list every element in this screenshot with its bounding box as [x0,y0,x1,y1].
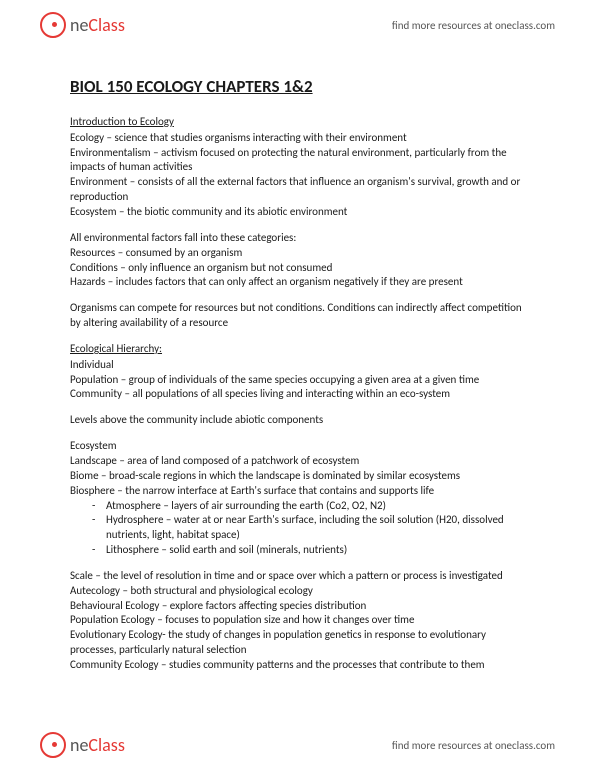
page-header: neClass find more resources at oneclass.… [0,0,595,46]
body-line: Individual [70,358,525,373]
body-line: Ecology – science that studies organisms… [70,131,525,146]
body-line: Behavioural Ecology – explore factors af… [70,599,525,614]
body-line: Community Ecology – studies community pa… [70,658,525,673]
body-line: Organisms can compete for resources but … [70,301,525,331]
document-content: BIOL 150 ECOLOGY CHAPTERS 1&2 Introducti… [0,46,595,704]
body-line: Biosphere – the narrow interface at Eart… [70,484,525,499]
logo-circle-icon [40,12,66,38]
section-factors: All environmental factors fall into thes… [70,231,525,290]
footer-resources-link[interactable]: find more resources at oneclass.com [392,739,555,752]
body-line: Scale – the level of resolution in time … [70,569,525,584]
page-title: BIOL 150 ECOLOGY CHAPTERS 1&2 [70,76,525,99]
body-line: Biome – broad-scale regions in which the… [70,469,525,484]
body-line: Levels above the community include abiot… [70,413,525,428]
body-line: Conditions – only influence an organism … [70,261,525,276]
logo-text: neClass [70,14,125,36]
header-resources-link[interactable]: find more resources at oneclass.com [392,19,555,32]
logo-text: neClass [70,734,125,756]
section-heading: Introduction to Ecology [70,115,525,130]
biosphere-sublist: Atmosphere – layers of air surrounding t… [70,499,525,558]
logo-part1: ne [70,734,88,756]
body-line: Community – all populations of all speci… [70,387,525,402]
section-hierarchy: Ecological Hierarchy: Individual Populat… [70,342,525,402]
body-line: Landscape – area of land composed of a p… [70,454,525,469]
list-item: Lithosphere – solid earth and soil (mine… [92,543,525,558]
brand-logo-footer[interactable]: neClass [40,732,125,758]
list-item: Atmosphere – layers of air surrounding t… [92,499,525,514]
section-ecosystem: Ecosystem Landscape – area of land compo… [70,439,525,558]
section-heading: Ecological Hierarchy: [70,342,525,357]
logo-part2: Class [88,734,124,756]
section-levels: Levels above the community include abiot… [70,413,525,428]
section-scale: Scale – the level of resolution in time … [70,569,525,673]
body-line: Ecosystem – the biotic community and its… [70,205,525,220]
body-line: Autecology – both structural and physiol… [70,584,525,599]
body-line: Resources – consumed by an organism [70,246,525,261]
logo-circle-icon [40,732,66,758]
body-line: Environment – consists of all the extern… [70,175,525,205]
section-intro: Introduction to Ecology Ecology – scienc… [70,115,525,220]
page-footer: neClass find more resources at oneclass.… [0,724,595,770]
logo-part2: Class [88,14,124,36]
body-line: All environmental factors fall into thes… [70,231,525,246]
logo-part1: ne [70,14,88,36]
body-line: Population Ecology – focuses to populati… [70,613,525,628]
body-line: Environmentalism – activism focused on p… [70,146,525,176]
list-item: Hydrosphere – water at or near Earth's s… [92,513,525,543]
section-competition: Organisms can compete for resources but … [70,301,525,331]
brand-logo[interactable]: neClass [40,12,125,38]
body-line: Population – group of individuals of the… [70,373,525,388]
body-line: Evolutionary Ecology- the study of chang… [70,628,525,658]
body-line: Ecosystem [70,439,525,454]
body-line: Hazards – includes factors that can only… [70,275,525,290]
